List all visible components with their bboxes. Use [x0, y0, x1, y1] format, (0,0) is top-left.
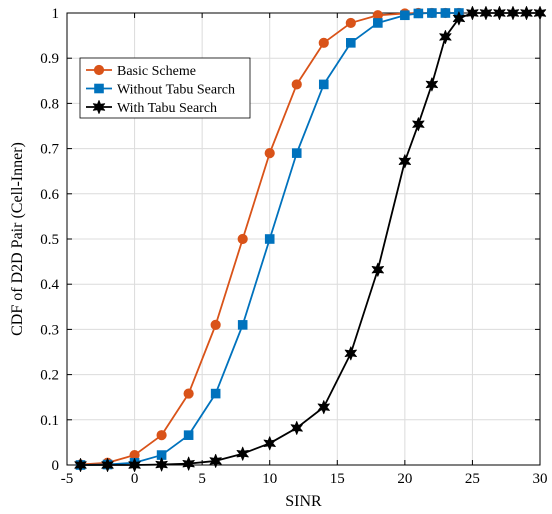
data-point: [466, 6, 479, 21]
x-tick-label: 15: [330, 471, 345, 487]
data-point: [290, 420, 303, 435]
data-point: [182, 456, 195, 471]
data-point: [237, 320, 248, 330]
legend-marker: [93, 64, 105, 76]
data-point: [479, 6, 493, 21]
data-point: [183, 388, 194, 399]
y-tick-label: 0.1: [40, 413, 59, 429]
data-point: [156, 430, 167, 441]
data-point: [291, 79, 302, 90]
data-point: [413, 8, 424, 19]
series-layer: [74, 6, 547, 473]
data-point: [346, 38, 356, 48]
legend-entry-with-tabu-search: With Tabu Search: [86, 100, 217, 116]
x-tick-label: 0: [131, 471, 139, 487]
legend: Basic Scheme Without Tabu Search With Ta…: [79, 57, 251, 119]
legend-entry-without-tabu-search: Without Tabu Search: [86, 83, 235, 98]
data-point: [398, 154, 411, 169]
x-tick-label: 25: [465, 471, 480, 487]
data-point: [291, 148, 302, 158]
y-tick-label: 0.8: [40, 96, 59, 112]
data-point: [318, 79, 329, 90]
data-point: [533, 6, 547, 21]
grid: [66, 12, 541, 466]
y-tick-label: 0.3: [40, 322, 59, 338]
data-point: [209, 453, 222, 468]
data-point: [264, 234, 275, 244]
y-tick-label: 0: [52, 458, 60, 474]
legend-entry-basic-scheme: Basic Scheme: [86, 64, 196, 79]
data-point: [263, 436, 276, 451]
y-tick-label: 1: [52, 6, 60, 22]
data-point: [452, 11, 466, 26]
data-point: [236, 446, 249, 461]
y-axis-title: CDF of D2D Pair (Cell-Inner): [9, 142, 26, 336]
data-point: [344, 346, 357, 361]
legend-label: Basic Scheme: [117, 64, 196, 79]
legend-label: With Tabu Search: [117, 101, 217, 116]
data-point: [412, 117, 425, 132]
x-axis-title: SINR: [285, 493, 322, 510]
y-tick-label: 0.6: [40, 187, 59, 203]
data-point: [371, 262, 384, 277]
data-point: [237, 233, 248, 245]
data-point: [425, 77, 439, 92]
data-point: [400, 10, 410, 21]
x-tick-label: 10: [262, 471, 277, 487]
data-point: [264, 148, 275, 159]
x-tick-label: 20: [397, 471, 412, 487]
data-point: [317, 400, 330, 415]
y-tick-label: 0.7: [40, 142, 59, 158]
legend-marker: [92, 100, 106, 114]
axis-ticks: -5 0 5 10 15 20 25 3000.10.20.30.40.50.60.70.80…: [40, 6, 547, 487]
data-point: [439, 29, 452, 44]
x-tick-label: 30: [533, 471, 548, 487]
data-point: [493, 6, 506, 21]
series-with-tabu-search: [74, 6, 547, 473]
legend-marker: [94, 83, 104, 94]
data-point: [427, 8, 437, 18]
y-tick-label: 0.9: [40, 51, 59, 67]
legend-label: Without Tabu Search: [117, 83, 235, 98]
data-point: [155, 457, 168, 472]
y-tick-label: 0.4: [40, 277, 59, 293]
data-point: [520, 6, 533, 21]
data-point: [440, 8, 451, 18]
data-point: [128, 457, 141, 473]
data-point: [373, 18, 383, 28]
data-point: [183, 430, 194, 440]
x-tick-label: 5: [198, 471, 206, 487]
data-point: [345, 17, 356, 29]
y-tick-label: 0.5: [40, 232, 59, 248]
data-point: [74, 457, 87, 473]
data-point: [506, 6, 520, 21]
data-point: [210, 319, 221, 330]
data-point: [318, 37, 329, 48]
x-tick-label: -5: [61, 471, 74, 487]
data-point: [210, 388, 221, 399]
y-tick-label: 0.2: [40, 368, 59, 384]
data-point: [101, 457, 114, 473]
